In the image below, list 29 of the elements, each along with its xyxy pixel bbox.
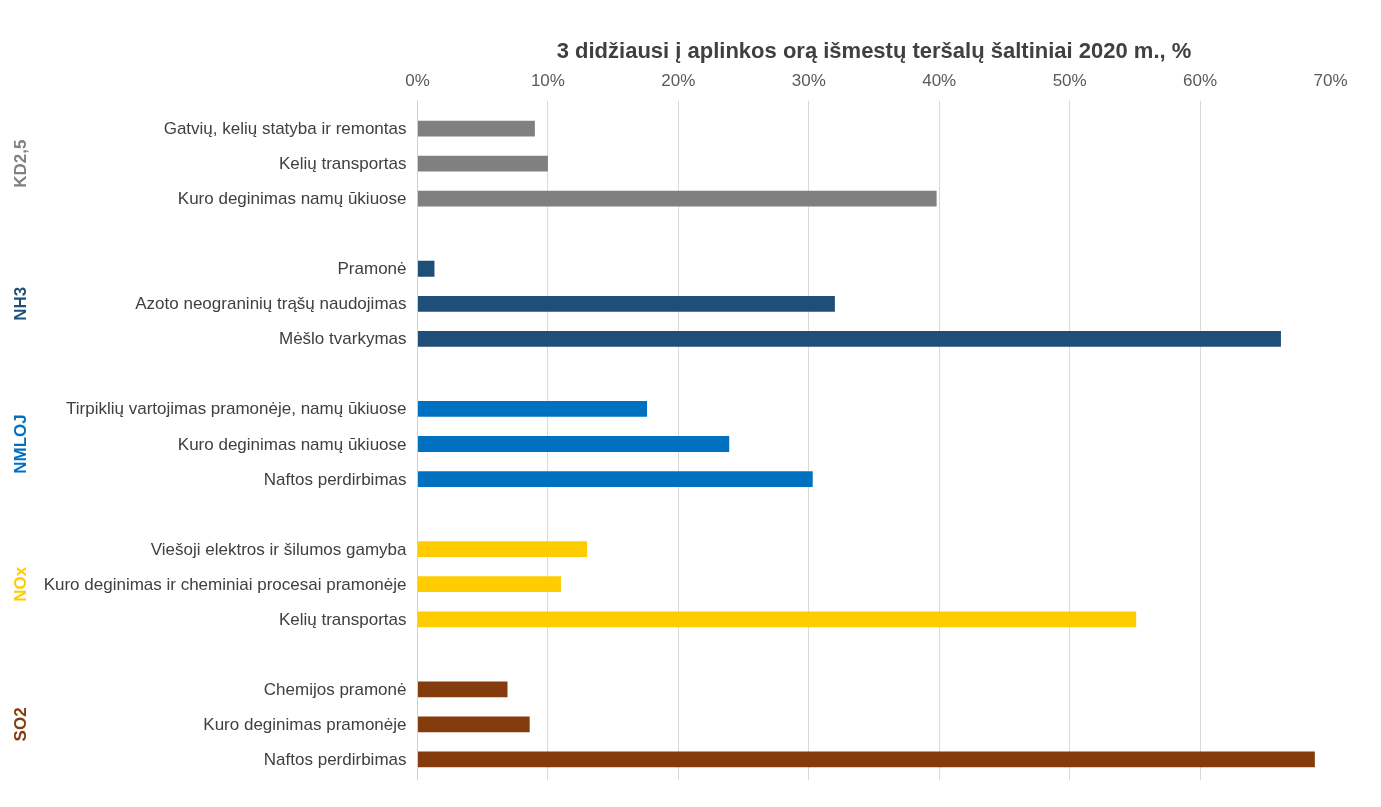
x-tick-label: 20% (661, 70, 696, 90)
x-tick-label: 30% (791, 70, 826, 90)
x-tick-label: 10% (530, 70, 565, 90)
y-tick-label: Kuro deginimas namų ūkiuose (177, 434, 407, 454)
y-tick-label: Kuro deginimas ir cheminiai procesai pramonėje (43, 574, 407, 594)
x-tick-label: 50% (1052, 70, 1087, 90)
x-tick-label: 0% (405, 70, 430, 90)
x-tick-label: 40% (922, 70, 957, 90)
y-tick-label: Pramonė (337, 259, 407, 279)
y-tick-label: Naftos perdirbimas (263, 749, 407, 769)
y-tick-label: Mėšlo tvarkymas (278, 329, 407, 349)
y-tick-label: Kuro deginimas pramonėje (203, 714, 407, 734)
text: NOx (11, 566, 30, 602)
text: NH3 (11, 286, 30, 321)
x-tick-label: 60% (1183, 70, 1218, 90)
y-tick-label: Kelių transportas (278, 609, 407, 629)
y-tick-label: Kuro deginimas namų ūkiuose (177, 189, 407, 209)
y-tick-label: Kelių transportas (278, 154, 407, 174)
text: NMLOJ (11, 414, 30, 474)
text: SO2 (11, 707, 30, 742)
y-tick-label: Tirpiklių vartojimas pramonėje, namų ūkiuose (66, 399, 407, 419)
y-tick-label: Azoto neograninių trąšų naudojimas (135, 294, 407, 314)
text: KD2,5 (11, 139, 30, 188)
x-tick-label: 70% (1313, 70, 1348, 90)
y-tick-label: Gatvių, kelių statyba ir remontas (163, 119, 407, 139)
y-tick-label: Viešoji elektros ir šilumos gamyba (150, 539, 408, 559)
y-tick-label: Naftos perdirbimas (263, 469, 407, 489)
y-tick-label: Chemijos pramonė (263, 679, 407, 699)
chart-title: 3 didžiausi į aplinkos orą išmestų teršalų šaltiniai 2020 m., % (556, 37, 1192, 63)
